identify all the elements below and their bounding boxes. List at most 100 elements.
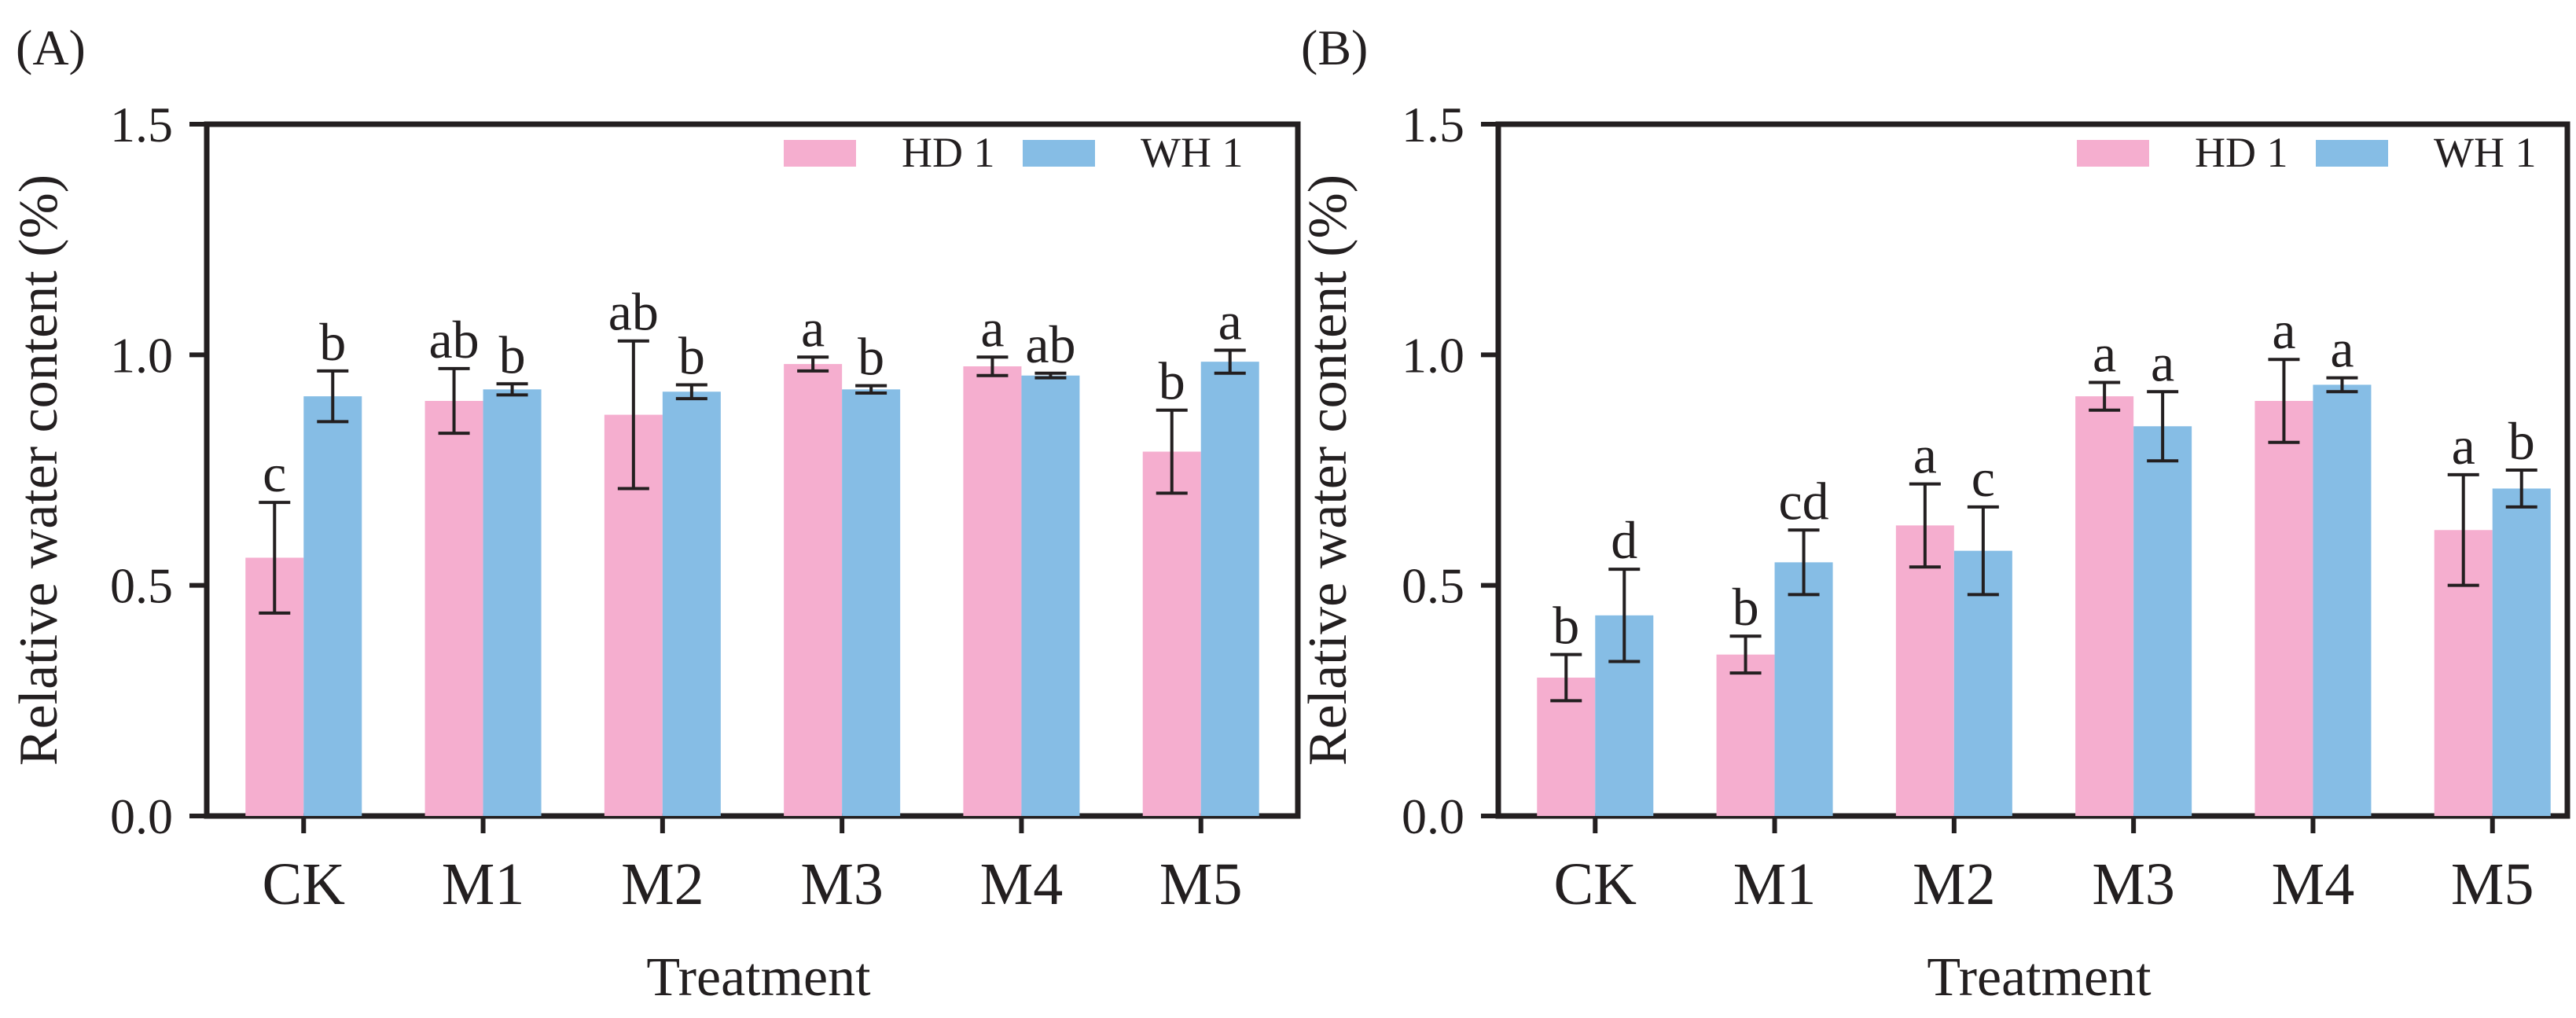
legend-swatch — [2077, 140, 2149, 167]
significance-letter: b — [678, 325, 705, 385]
significance-letter: ab — [1025, 314, 1075, 374]
error-bar — [675, 383, 707, 401]
y-tick-label: 0.5 — [110, 558, 173, 614]
error-bar — [797, 355, 829, 373]
y-tick-label: 0.0 — [1402, 788, 1464, 844]
significance-letter: a — [2272, 300, 2295, 360]
y-tick-label: 1.5 — [1402, 97, 1464, 153]
significance-letter: ab — [428, 310, 479, 369]
error-bar — [1788, 528, 1820, 597]
x-axis-title: Treatment — [646, 947, 871, 1008]
bar-wh1-m3 — [842, 389, 901, 816]
bar-wh1-m1 — [1774, 562, 1833, 816]
x-tick-label: CK — [1553, 851, 1637, 917]
error-bar — [317, 369, 349, 424]
error-bar — [855, 384, 887, 395]
bar-hd1-m3 — [2075, 396, 2134, 817]
significance-letter: b — [1733, 577, 1759, 637]
error-bar — [1909, 482, 1941, 569]
legend: HD 1 WH 1 — [2077, 129, 2536, 176]
x-tick-label: M1 — [1733, 851, 1817, 917]
error-bar — [2447, 472, 2479, 587]
y-tick-label: 1.0 — [1402, 327, 1464, 383]
legend-swatch — [1023, 140, 1095, 167]
y-tick-label: 1.0 — [110, 327, 173, 383]
significance-letter: a — [2151, 333, 2174, 392]
x-tick-label: M2 — [1913, 851, 1996, 917]
y-axis-title: Relative water content (%) — [9, 175, 69, 766]
legend-label: HD 1 — [902, 129, 995, 176]
significance-letter: c — [263, 443, 286, 503]
error-bar — [2089, 380, 2121, 412]
bar-hd1-m2 — [1895, 525, 1954, 816]
error-bar — [1156, 408, 1188, 495]
legend-label: WH 1 — [1141, 129, 1243, 176]
significance-letter: b — [499, 325, 526, 384]
bar-wh1-m5 — [2492, 488, 2551, 816]
significance-letter: a — [2452, 416, 2475, 476]
bar-hd1-m1 — [1716, 654, 1775, 816]
x-tick-label: M4 — [980, 851, 1064, 917]
significance-letter: a — [2330, 319, 2354, 379]
x-axis-title: Treatment — [1927, 947, 2152, 1008]
bar-hd1-m1 — [424, 401, 483, 816]
panel-label: (A) — [16, 20, 86, 75]
bar-wh1-m3 — [2133, 426, 2192, 816]
bar-wh1-m4 — [1021, 375, 1080, 816]
x-tick-label: M5 — [2451, 851, 2534, 917]
x-tick-label: M2 — [621, 851, 704, 917]
legend-label: WH 1 — [2434, 129, 2536, 176]
bar-hd1-m5 — [1142, 451, 1201, 816]
bar-hd1-m3 — [784, 364, 843, 817]
error-bar — [2326, 376, 2358, 394]
error-bar — [1034, 371, 1067, 380]
significance-letter: c — [1972, 448, 1995, 508]
significance-letter: a — [2093, 324, 2116, 384]
significance-letter: a — [980, 298, 1004, 358]
x-tick-label: M5 — [1159, 851, 1243, 917]
chart-panel-b: (B) 0.0 0.5 1.0 1.5 Relative water content (%… — [1298, 20, 2570, 1008]
error-bar — [259, 501, 291, 615]
significance-letter: b — [858, 327, 884, 387]
significance-letter: a — [801, 298, 825, 358]
x-tick-label: M3 — [2092, 851, 2175, 917]
chart-panel-a: (A) 0.0 0.5 1.0 1.5 Relative water content (%… — [9, 20, 1301, 1008]
significance-letter: b — [1159, 351, 1185, 411]
error-bar — [438, 366, 470, 435]
error-bar — [2505, 469, 2537, 509]
significance-letter: b — [2508, 411, 2535, 471]
plot-frame — [1495, 121, 2570, 819]
plot-frame — [204, 121, 1301, 819]
error-bar — [2268, 358, 2300, 444]
error-bar — [976, 355, 1009, 377]
panel-label: (B) — [1301, 20, 1368, 75]
y-axis-title: Relative water content (%) — [1298, 175, 1358, 766]
error-bar — [496, 382, 528, 397]
error-bar — [1967, 505, 1999, 597]
bar-wh1-ck — [303, 396, 362, 817]
significance-letter: cd — [1778, 471, 1828, 531]
error-bar — [1214, 348, 1246, 375]
bar-wh1-m5 — [1200, 362, 1259, 817]
error-bar — [2147, 390, 2179, 463]
bar-hd1-m4 — [2254, 401, 2313, 816]
error-bar — [1608, 568, 1641, 663]
significance-letter: d — [1611, 510, 1637, 570]
significance-letter: b — [1553, 596, 1579, 656]
legend-swatch — [2316, 140, 2388, 167]
y-tick-label: 1.5 — [110, 97, 173, 153]
x-tick-label: M4 — [2272, 851, 2355, 917]
legend: HD 1 WH 1 — [784, 129, 1243, 176]
legend-swatch — [784, 140, 856, 167]
legend-label: HD 1 — [2195, 129, 2288, 176]
error-bar — [1550, 652, 1582, 703]
significance-letter: a — [1913, 425, 1937, 485]
bar-wh1-m2 — [662, 391, 721, 816]
y-tick-label: 0.0 — [110, 788, 173, 844]
bar-hd1-m4 — [963, 366, 1022, 816]
y-tick-label: 0.5 — [1402, 558, 1464, 614]
x-tick-label: M3 — [800, 851, 884, 917]
significance-letter: a — [1218, 291, 1242, 351]
x-tick-label: M1 — [442, 851, 525, 917]
x-tick-label: CK — [262, 851, 345, 917]
